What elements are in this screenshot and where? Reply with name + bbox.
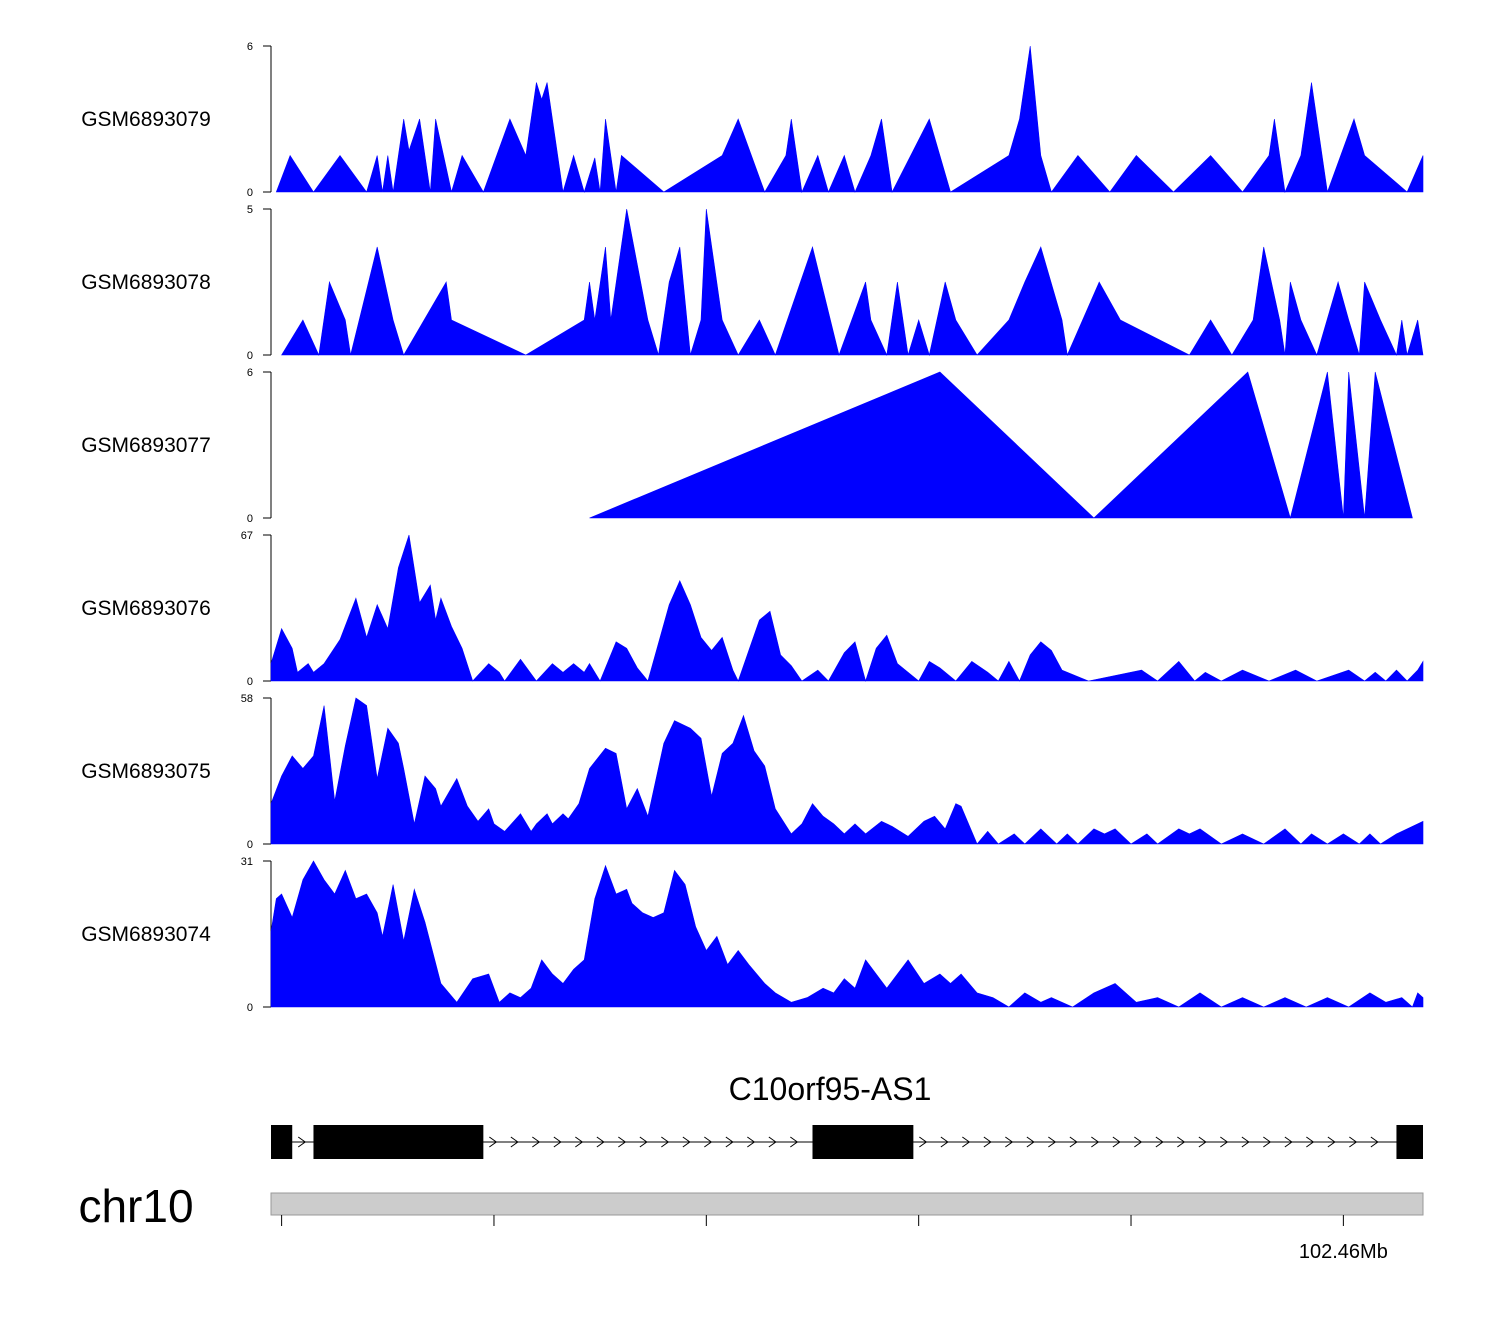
y-tick-label: 58 [241,693,253,705]
exon [313,1125,484,1159]
strand-arrow [725,1136,734,1148]
y-tick-label: 0 [247,350,253,362]
y-tick-label: 6 [247,367,253,379]
y-tick-label: 31 [241,856,253,868]
strand-arrow [596,1136,605,1148]
track-GSM6893078: GSM6893078 0 5 [81,204,1424,362]
exon [271,1125,293,1159]
strand-arrow [1069,1136,1078,1148]
y-tick-label: 0 [247,839,253,851]
strand-arrow [747,1136,756,1148]
track-label: GSM6893077 [81,434,211,457]
strand-arrow [1198,1136,1207,1148]
strand-arrow [532,1136,541,1148]
track-label: GSM6893074 [81,923,211,946]
track-GSM6893074: GSM6893074 0 31 [81,856,1424,1014]
track-label: GSM6893079 [81,108,211,131]
strand-arrow [489,1136,498,1148]
coverage-area [270,860,1424,1008]
strand-arrow [575,1136,584,1148]
strand-arrow [639,1136,648,1148]
strand-arrow [1349,1136,1358,1148]
strand-arrow [618,1136,627,1148]
y-tick-label: 6 [247,41,253,53]
strand-arrow [983,1136,992,1148]
strand-arrow [940,1136,949,1148]
strand-arrow [1091,1136,1100,1148]
gene-label: C10orf95-AS1 [729,1071,932,1107]
strand-arrow [1005,1136,1014,1148]
strand-arrow [1134,1136,1143,1148]
coverage-tracks: GSM689307906GSM689307805GSM689307706GSM6… [81,41,1424,1014]
strand-arrow [1241,1136,1250,1148]
strand-arrow [1112,1136,1121,1148]
strand-arrow [1263,1136,1272,1148]
y-tick-label: 0 [247,676,253,688]
strand-arrow [682,1136,691,1148]
strand-arrow [553,1136,562,1148]
track-GSM6893075: GSM6893075 0 58 [81,693,1424,851]
track-label: GSM6893075 [81,760,211,783]
x-tick-label: 102.46Mb [1299,1241,1388,1263]
strand-arrow [768,1136,777,1148]
y-tick-label: 0 [247,1002,253,1014]
strand-arrow [1155,1136,1164,1148]
strand-arrow [1048,1136,1057,1148]
strand-arrow [1327,1136,1336,1148]
chromosome-label: chr10 [78,1180,193,1232]
coverage-area [270,697,1424,845]
coverage-area [589,371,1413,520]
strand-arrow [661,1136,670,1148]
track-GSM6893076: GSM6893076 0 67 [81,530,1424,688]
strand-arrow [1177,1136,1186,1148]
coverage-area [281,208,1424,357]
strand-arrow [297,1136,307,1148]
track-label: GSM6893076 [81,597,211,620]
strand-arrow [919,1136,928,1148]
strand-arrow [1370,1136,1379,1148]
strand-arrow [510,1136,519,1148]
track-label: GSM6893078 [81,271,211,294]
y-tick-label: 67 [241,530,253,542]
coverage-area [270,534,1424,683]
gene-model: C10orf95-AS1 [271,1071,1423,1159]
y-tick-label: 5 [247,204,253,216]
chromosome-bar [270,1192,1424,1216]
strand-arrow [962,1136,971,1148]
strand-arrow [1284,1136,1293,1148]
exon [1396,1125,1423,1159]
y-tick-label: 0 [247,187,253,199]
y-tick-label: 0 [247,513,253,525]
strand-arrow [1026,1136,1035,1148]
strand-arrow [790,1136,799,1148]
exon [812,1125,914,1159]
strand-arrow [1306,1136,1315,1148]
track-GSM6893077: GSM6893077 0 6 [81,367,1413,525]
track-GSM6893079: GSM6893079 0 6 [81,41,1424,199]
strand-arrow [1220,1136,1229,1148]
strand-arrow [704,1136,713,1148]
coverage-area [275,45,1424,194]
genome-axis: chr10 102.46Mb [78,1180,1424,1263]
